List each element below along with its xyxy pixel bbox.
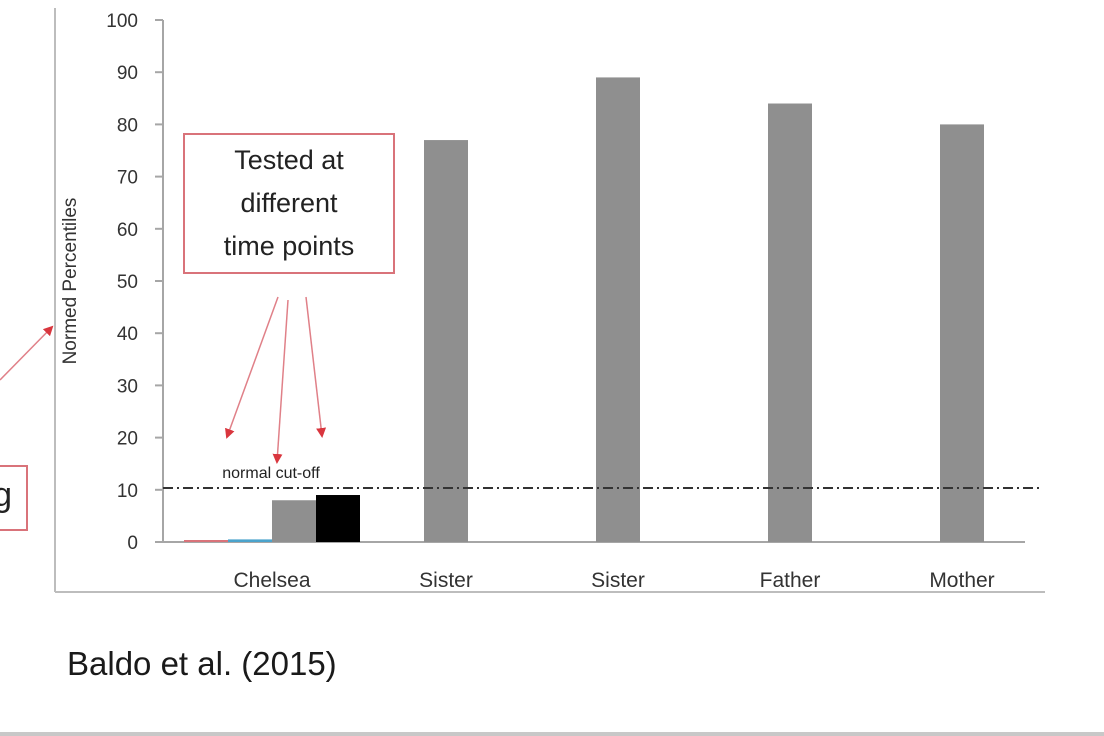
y-tick-label: 40 [117,324,138,345]
bar [424,140,468,542]
callout-line-2: different [240,188,338,218]
bar [768,103,812,543]
citation: Baldo et al. (2015) [67,645,337,682]
x-tick-label: Father [760,569,821,592]
bar [272,500,316,542]
arrow-1 [225,296,279,439]
bars-group [184,77,984,543]
y-tick-label: 50 [117,272,138,293]
x-tick-label: Mother [929,569,994,592]
arrow-3 [305,296,327,438]
x-tick-label: Chelsea [233,569,310,592]
bar [184,540,228,542]
y-tick-label: 70 [117,168,138,189]
y-tick-label: 90 [117,63,138,84]
y-tick-label: 20 [117,429,138,450]
y-axis-ticks: 0 10 20 30 40 50 60 70 80 90 100 [106,11,163,554]
arrow-to-axis-label [0,325,54,381]
bar [940,124,984,543]
y-tick-label: 10 [117,481,138,502]
arrow-2 [272,299,289,464]
callout-box: Tested at different time points [183,133,395,274]
y-tick-label: 0 [127,533,138,554]
cutoff-label: normal cut-off [222,465,320,482]
x-axis-labels: Chelsea Sister Sister Father Mother [233,569,994,592]
callout-line-3: time points [223,231,355,261]
y-tick-label: 100 [106,11,138,32]
bottom-divider [0,732,1104,736]
y-tick-label: 80 [117,115,138,136]
bar [228,539,272,542]
callout-line-1: Tested at [234,145,344,175]
bar [596,77,640,543]
bar [316,495,360,542]
x-tick-label: Sister [591,569,645,592]
y-tick-label: 30 [117,376,138,397]
y-tick-label: 60 [117,220,138,241]
partial-annotation-box: g [0,465,28,531]
y-axis-label: Normed Percentiles [60,198,81,365]
x-tick-label: Sister [419,569,473,592]
